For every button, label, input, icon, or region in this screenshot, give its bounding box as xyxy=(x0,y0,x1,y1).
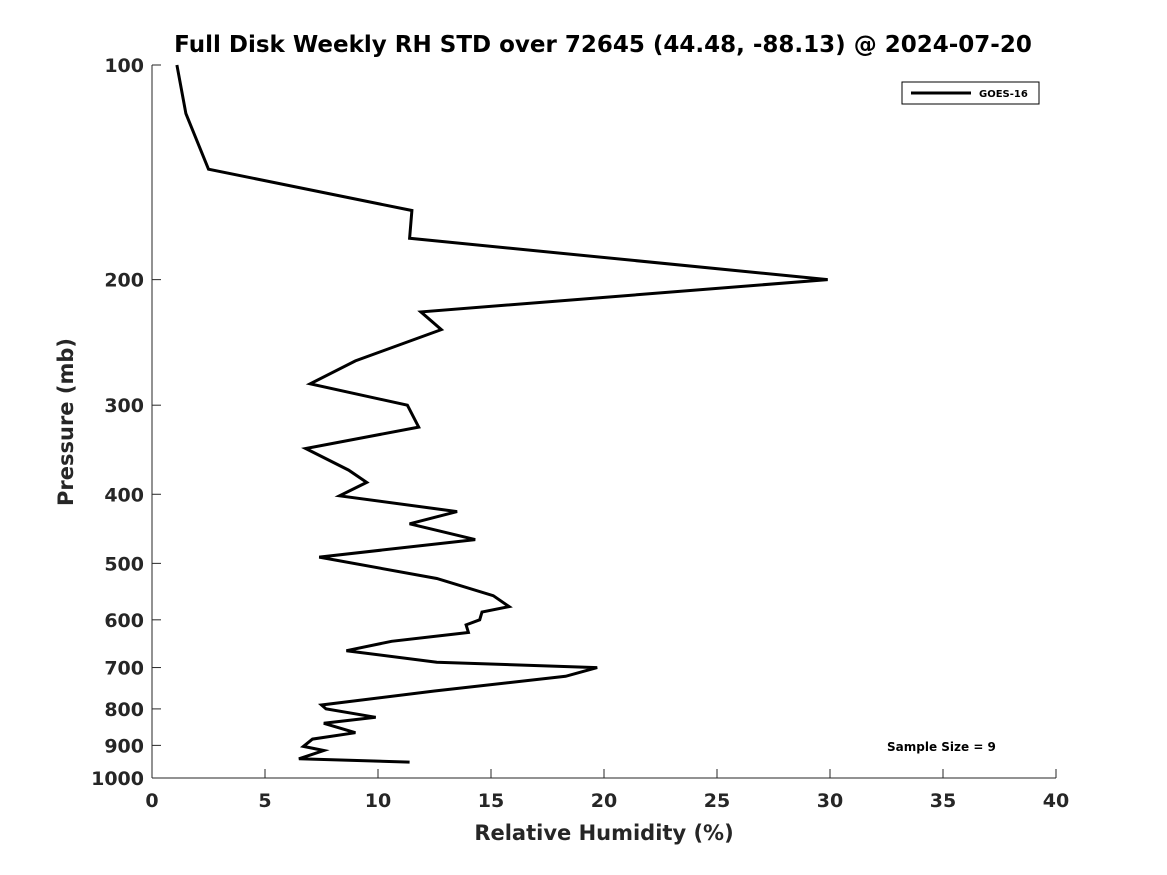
y-tick-label: 1000 xyxy=(91,768,144,790)
sample-size-annotation: Sample Size = 9 xyxy=(887,740,996,754)
legend-label: GOES-16 xyxy=(979,89,1028,100)
legend: GOES-16 xyxy=(901,81,1040,105)
x-tick-label: 20 xyxy=(591,790,617,812)
x-tick-label: 30 xyxy=(817,790,843,812)
x-tick-label: 0 xyxy=(145,790,158,812)
x-tick-label: 10 xyxy=(365,790,391,812)
y-tick-label: 100 xyxy=(104,55,144,77)
x-tick-label: 25 xyxy=(704,790,730,812)
y-tick-label: 800 xyxy=(104,699,144,721)
y-tick-label: 600 xyxy=(104,610,144,632)
y-tick-label: 200 xyxy=(104,270,144,292)
plot-area xyxy=(175,64,828,764)
y-tick-label: 300 xyxy=(104,395,144,417)
y-tick-label: 500 xyxy=(104,553,144,575)
y-axis-label: Pressure (mb) xyxy=(54,338,78,506)
y-tick-label: 700 xyxy=(104,658,144,680)
series-line-goes-16 xyxy=(175,64,828,764)
chart-title: Full Disk Weekly RH STD over 72645 (44.4… xyxy=(174,32,1032,58)
y-tick-label: 900 xyxy=(104,735,144,757)
x-tick-label: 15 xyxy=(478,790,504,812)
axes: 0 5 10 15 20 25 30 35 40 100 200 300 400 500 600 700 800… xyxy=(91,55,1069,812)
x-tick-label: 35 xyxy=(930,790,956,812)
y-tick-label: 400 xyxy=(104,484,144,506)
x-tick-label: 40 xyxy=(1043,790,1069,812)
x-axis-label: Relative Humidity (%) xyxy=(474,821,733,845)
x-tick-label: 5 xyxy=(258,790,271,812)
